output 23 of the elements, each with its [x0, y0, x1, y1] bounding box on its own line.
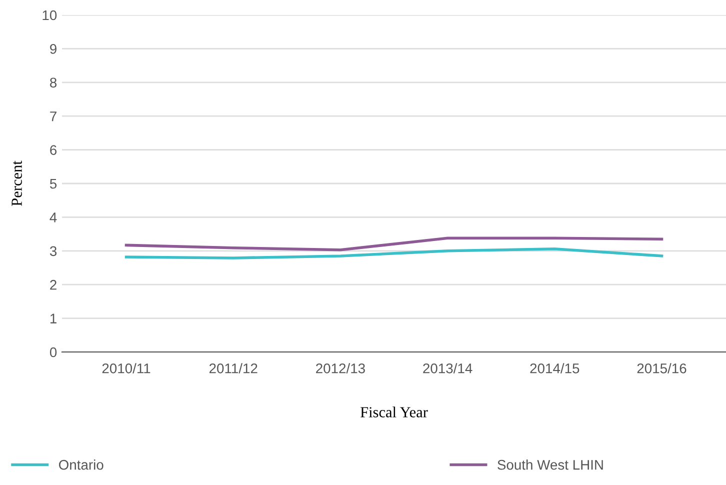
x-tick-label: 2014/15 — [530, 363, 580, 374]
x-tick-label: 2012/13 — [316, 363, 365, 374]
y-tick-label: 7 — [50, 112, 56, 122]
y-tick-label: 4 — [50, 212, 57, 222]
x-axis-title: Fiscal Year — [360, 406, 428, 418]
x-tick-label: 2015/16 — [637, 363, 686, 374]
y-tick-label: 1 — [50, 314, 56, 324]
y-tick-label: 2 — [50, 280, 56, 290]
y-tick-label: 6 — [50, 145, 57, 155]
y-tick-label: 8 — [50, 78, 57, 88]
line-series — [124, 236, 664, 252]
y-axis-title: Percent — [12, 160, 22, 206]
x-tick-label: 2013/14 — [423, 363, 472, 374]
line-series — [124, 247, 664, 260]
x-tick-label: 2010/11 — [102, 363, 150, 374]
y-tick-label: 0 — [50, 347, 57, 358]
y-tick-label: 5 — [50, 178, 57, 189]
legend-label: South West LHIN — [498, 460, 603, 470]
legend-label: Ontario — [58, 460, 104, 470]
y-tick-label: 3 — [50, 246, 57, 256]
y-tick-label: 9 — [50, 44, 56, 54]
x-tick-label: 2011/12 — [209, 363, 258, 374]
y-tick-label: 10 — [42, 10, 57, 20]
